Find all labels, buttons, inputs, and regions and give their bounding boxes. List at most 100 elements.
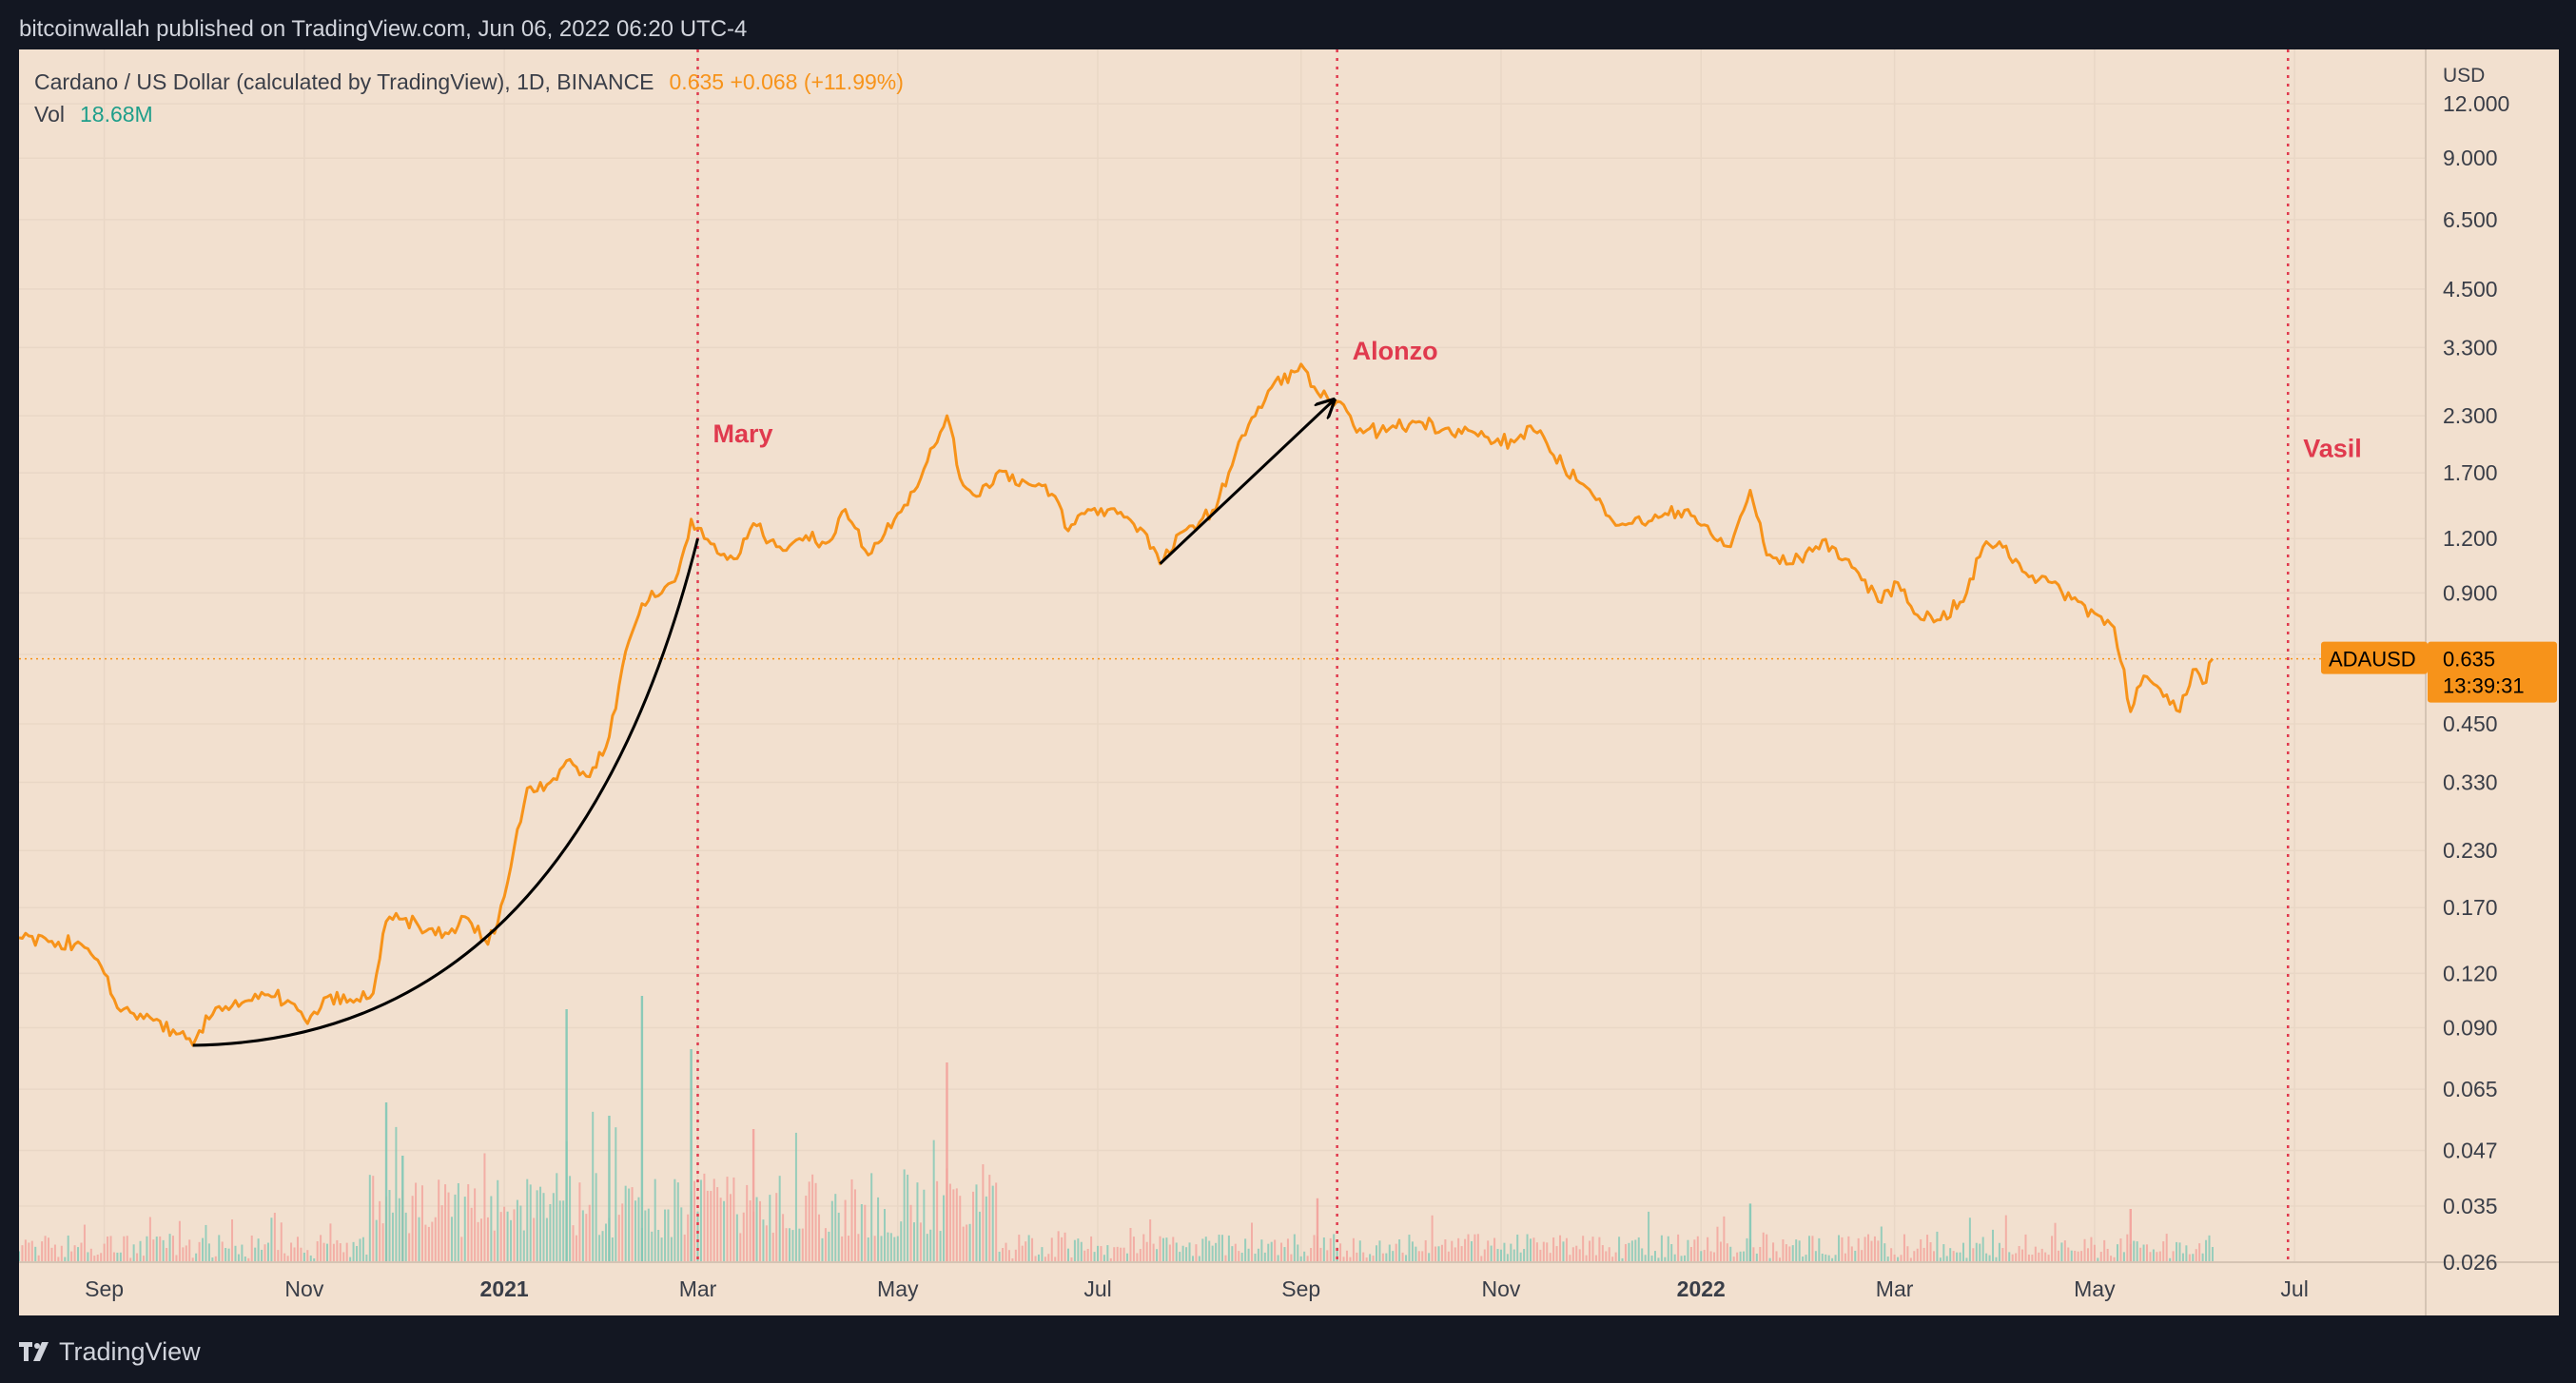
volume-bar	[1677, 1234, 1680, 1262]
volume-bar	[1274, 1239, 1277, 1262]
volume-bar	[1365, 1257, 1368, 1262]
volume-bar	[1476, 1234, 1479, 1262]
volume-bar	[1336, 1247, 1338, 1262]
volume-bar	[499, 1212, 502, 1262]
volume-bar	[24, 1239, 27, 1262]
volume-bar	[1447, 1251, 1450, 1262]
volume-value: 18.68M	[80, 102, 153, 127]
volume-bar	[1559, 1235, 1562, 1262]
volume-bar	[316, 1240, 319, 1262]
volume-bar	[1277, 1255, 1279, 1262]
volume-bar	[53, 1244, 56, 1262]
volume-bar	[1011, 1257, 1014, 1262]
volume-bar	[463, 1197, 466, 1262]
volume-bar	[434, 1217, 437, 1262]
volume-bar	[1992, 1229, 1995, 1262]
volume-bar	[853, 1189, 856, 1262]
volume-bar	[1571, 1247, 1574, 1262]
volume-bar	[778, 1176, 781, 1262]
volume-bar	[621, 1203, 624, 1262]
volume-bar	[1506, 1254, 1509, 1262]
volume-bar	[1093, 1252, 1096, 1262]
volume-bar	[1841, 1237, 1844, 1262]
volume-bar	[467, 1184, 470, 1262]
time-tick-label: Nov	[1482, 1276, 1521, 1301]
volume-bar	[420, 1185, 423, 1262]
chart-panel[interactable]: Mary Alonzo Vasil USD 12.000 9.000 6.500 4.500 3…	[19, 49, 2559, 1315]
time-tick-label: Mar	[679, 1276, 717, 1301]
volume-bar	[34, 1246, 37, 1262]
volume-bar	[562, 1200, 565, 1262]
volume-bar	[129, 1257, 132, 1262]
volume-bar	[1975, 1242, 1978, 1262]
volume-bar	[2067, 1247, 2070, 1262]
volume-bar	[818, 1214, 821, 1262]
volume-bar	[703, 1173, 706, 1262]
volume-bar	[558, 1200, 561, 1262]
volume-bar	[132, 1244, 135, 1262]
volume-bar	[2158, 1251, 2161, 1262]
price-tick-label: 1.700	[2443, 460, 2498, 485]
volume-bar	[159, 1236, 162, 1262]
volume-bar	[100, 1253, 103, 1262]
volume-bar	[2198, 1243, 2201, 1262]
volume-bar	[2122, 1252, 2125, 1262]
volume-bar	[320, 1235, 322, 1262]
volume-bar	[1614, 1252, 1617, 1262]
volume-bar	[1254, 1254, 1257, 1262]
volume-bar	[1109, 1257, 1112, 1262]
volume-bar	[1083, 1250, 1086, 1262]
volume-bar	[119, 1252, 122, 1262]
volume-bar	[2057, 1250, 2059, 1262]
volume-bar	[952, 1189, 955, 1262]
volume-bar	[789, 1228, 791, 1262]
volume-bar	[379, 1200, 381, 1262]
volume-bar	[1057, 1231, 1060, 1262]
volume-bar	[1149, 1218, 1152, 1262]
volume-bar	[1027, 1235, 1030, 1262]
volume-bar	[2146, 1244, 2149, 1262]
volume-bar	[1218, 1235, 1220, 1262]
volume-bar	[342, 1252, 345, 1262]
price-chart[interactable]: Mary Alonzo Vasil USD 12.000 9.000 6.500 4.500 3…	[19, 49, 2559, 1315]
volume-bar	[483, 1153, 486, 1262]
volume-bar	[732, 1177, 735, 1262]
volume-bar	[109, 1236, 112, 1262]
volume-bar	[617, 1215, 620, 1262]
event-label-mary: Mary	[713, 419, 773, 448]
volume-bar	[1483, 1249, 1486, 1262]
volume-bar	[266, 1242, 269, 1262]
volume-bar	[191, 1257, 194, 1262]
volume-bar	[1185, 1247, 1188, 1262]
volume-bar	[126, 1236, 128, 1262]
volume-bar	[326, 1243, 329, 1262]
volume-bar	[424, 1224, 427, 1262]
volume-bar	[575, 1235, 577, 1262]
volume-bar	[2211, 1247, 2214, 1262]
volume-bar	[569, 1176, 572, 1262]
volume-bar	[1601, 1245, 1604, 1262]
volume-bar	[2004, 1215, 2007, 1262]
volume-bar	[887, 1232, 889, 1262]
volume-bar	[1903, 1234, 1905, 1262]
volume-bar	[1766, 1234, 1768, 1262]
volume-bar	[493, 1230, 496, 1262]
volume-bar	[1909, 1257, 1912, 1262]
volume-bar	[1122, 1247, 1125, 1262]
volume-bar	[1116, 1246, 1119, 1262]
volume-bar	[1064, 1232, 1066, 1262]
volume-bar	[801, 1228, 804, 1262]
volume-bar	[1818, 1237, 1821, 1262]
volume-bar	[2136, 1241, 2138, 1262]
volume-bar	[1139, 1249, 1142, 1262]
price-tick-label: 6.500	[2443, 207, 2498, 232]
volume-bar	[250, 1235, 253, 1262]
volume-bar	[578, 1182, 581, 1262]
volume-bar	[604, 1223, 607, 1262]
volume-bar	[595, 1173, 597, 1262]
volume-bar	[545, 1217, 548, 1262]
volume-bar	[2165, 1234, 2168, 1262]
volume-bar	[1431, 1215, 1434, 1262]
volume-bar	[1936, 1231, 1939, 1262]
volume-bar	[1939, 1257, 1942, 1262]
